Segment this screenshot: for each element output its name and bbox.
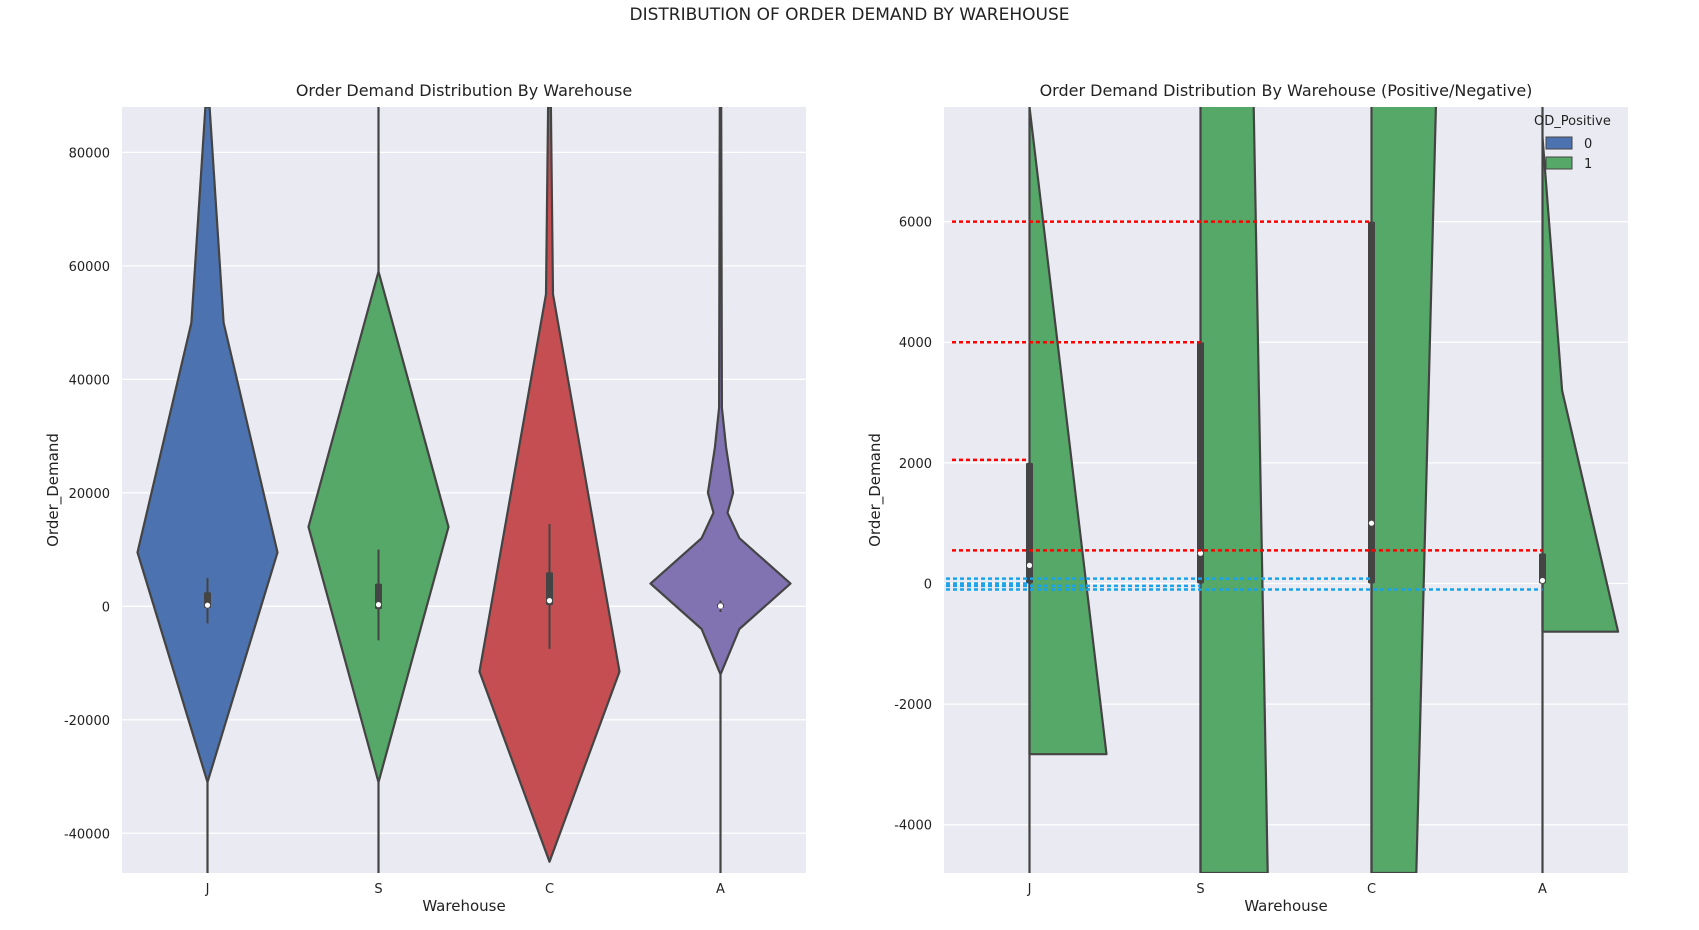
median-point-C xyxy=(546,598,553,604)
y-tick-label: 60000 xyxy=(69,260,110,275)
legend-swatch xyxy=(1545,156,1573,170)
x-tick-label: A xyxy=(716,882,725,897)
y-tick-label: 4000 xyxy=(899,336,932,351)
median-point-C xyxy=(1368,520,1375,526)
y-tick-label: 6000 xyxy=(899,216,932,231)
median-point-A xyxy=(1539,577,1546,584)
y-tick-label: -4000 xyxy=(894,819,932,834)
legend-label: 0 xyxy=(1584,137,1592,152)
iqr-box-C xyxy=(1368,221,1375,584)
y-tick-label: -40000 xyxy=(64,827,110,842)
median-point-S xyxy=(375,602,382,608)
y-axis-label: Order_Demand xyxy=(866,433,885,547)
legend-title: OD_Positive xyxy=(1534,114,1611,129)
y-tick-label: 0 xyxy=(102,600,110,615)
violin-A xyxy=(649,107,792,873)
y-tick-label: 40000 xyxy=(69,373,110,388)
plot-area xyxy=(136,107,792,873)
x-tick-label: A xyxy=(1538,882,1547,897)
figure-title: DISTRIBUTION OF ORDER DEMAND BY WAREHOUS… xyxy=(629,5,1070,25)
chart-panel-2: -4000 -2000 0 2000 4000 6000 J S C A Order Demand … xyxy=(866,81,1628,915)
median-point-J xyxy=(1026,562,1033,568)
median-point-A xyxy=(717,603,724,609)
median-point-S xyxy=(1197,550,1204,556)
iqr-box-J xyxy=(1026,462,1033,584)
x-tick-label: C xyxy=(545,882,554,897)
y-axis-label: Order_Demand xyxy=(44,433,63,547)
y-tick-label: -20000 xyxy=(64,714,110,729)
chart-panel-1: -40000 -20000 0 20000 40000 60000 80000 J S C A Ord… xyxy=(44,81,806,915)
iqr-box-A xyxy=(1539,553,1546,584)
y-tick-label: 0 xyxy=(924,577,932,592)
y-tick-label: 2000 xyxy=(899,457,932,472)
y-tick-label: 20000 xyxy=(69,487,110,502)
violin-J xyxy=(136,107,279,873)
iqr-box-C xyxy=(546,572,553,606)
chart-title: Order Demand Distribution By Warehouse (… xyxy=(1040,81,1533,100)
median-point-J xyxy=(204,602,211,608)
x-tick-label: J xyxy=(1027,882,1032,897)
x-tick-label: S xyxy=(1196,882,1204,897)
y-tick-label: -2000 xyxy=(894,698,932,713)
x-tick-label: C xyxy=(1367,882,1376,897)
violin-S xyxy=(307,107,450,873)
iqr-box-S xyxy=(1197,342,1204,584)
legend-swatch xyxy=(1545,136,1573,150)
x-axis-label: Warehouse xyxy=(1244,897,1327,915)
x-tick-label: S xyxy=(374,882,382,897)
chart-title: Order Demand Distribution By Warehouse xyxy=(296,81,632,100)
x-tick-label: J xyxy=(205,882,210,897)
legend-label: 1 xyxy=(1584,157,1592,172)
x-axis-label: Warehouse xyxy=(422,897,505,915)
violin-positive-A xyxy=(1541,107,1620,633)
y-tick-label: 80000 xyxy=(69,146,110,161)
legend: OD_Positive 0 1 xyxy=(1534,114,1611,172)
plot-area xyxy=(946,107,1620,873)
violin-C xyxy=(478,107,621,863)
